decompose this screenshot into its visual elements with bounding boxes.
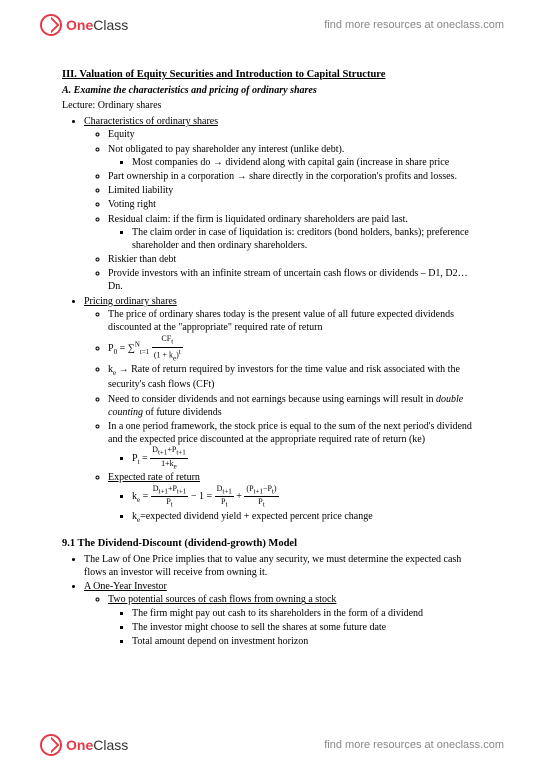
list-item: The price of ordinary shares today is th… bbox=[108, 308, 482, 334]
list-item: Limited liability bbox=[108, 184, 482, 197]
list-item: The firm might pay out cash to its share… bbox=[132, 607, 482, 620]
header-tagline: find more resources at oneclass.com bbox=[324, 19, 504, 31]
list-item: Characteristics of ordinary shares Equit… bbox=[84, 115, 482, 293]
list-item: Equity bbox=[108, 128, 482, 141]
list-item: Pricing ordinary shares The price of ord… bbox=[84, 295, 482, 525]
list-item: The investor might choose to sell the sh… bbox=[132, 621, 482, 634]
section-subtitle: A. Examine the characteristics and prici… bbox=[62, 84, 482, 97]
section-9-1-title: 9.1 The Dividend-Discount (dividend-grow… bbox=[62, 537, 482, 551]
brand-logo: OneClass bbox=[40, 14, 128, 36]
list-item: Riskier than debt bbox=[108, 253, 482, 266]
section-title: III. Valuation of Equity Securities and … bbox=[62, 68, 482, 82]
logo-icon bbox=[40, 14, 62, 36]
list-item: Need to consider dividends and not earni… bbox=[108, 393, 482, 419]
list-item: ke → Rate of return required by investor… bbox=[108, 363, 482, 391]
list-item: Two potential sources of cash flows from… bbox=[108, 593, 482, 648]
ke-symbol: ke bbox=[108, 364, 116, 375]
brand-logo: OneClass bbox=[40, 734, 128, 756]
main-list: Characteristics of ordinary shares Equit… bbox=[62, 115, 482, 525]
list-item: Total amount depend on investment horizo… bbox=[132, 635, 482, 648]
list-item: The claim order in case of liquidation i… bbox=[132, 226, 482, 252]
ke-symbol: ke bbox=[132, 511, 140, 522]
page-header: OneClass find more resources at oneclass… bbox=[0, 0, 544, 50]
page-footer: OneClass find more resources at oneclass… bbox=[0, 720, 544, 770]
list-item: Provide investors with an infinite strea… bbox=[108, 267, 482, 293]
heading-pricing: Pricing ordinary shares bbox=[84, 296, 177, 307]
list-item: Voting right bbox=[108, 198, 482, 211]
list-item: P0 = ∑Nt=1 CFt(1 + ke)t bbox=[108, 335, 482, 362]
list-item: Expected rate of return ke = Dt+1+Pt+1Pt… bbox=[108, 471, 482, 525]
logo-icon bbox=[40, 734, 62, 756]
list-item: Part ownership in a corporation → share … bbox=[108, 170, 482, 183]
formula-ke: ke = Dt+1+Pt+1Pt − 1 = Dt+1Pt + (Pt+1−Pt… bbox=[132, 491, 279, 502]
list-item: ke=expected dividend yield + expected pe… bbox=[132, 510, 482, 525]
formula-p0: P0 = ∑Nt=1 CFt(1 + ke)t bbox=[108, 343, 183, 354]
list-item: The Law of One Price implies that to val… bbox=[84, 553, 482, 579]
list-item: ke = Dt+1+Pt+1Pt − 1 = Dt+1Pt + (Pt+1−Pt… bbox=[132, 485, 482, 509]
footer-tagline: find more resources at oneclass.com bbox=[324, 739, 504, 751]
list-item: A One-Year Investor Two potential source… bbox=[84, 580, 482, 648]
list-item: In a one period framework, the stock pri… bbox=[108, 420, 482, 471]
list-item: Pt = Dt+1+Pt+11+ke bbox=[132, 446, 482, 470]
list-item: Most companies do → dividend along with … bbox=[132, 156, 482, 169]
logo-text: OneClass bbox=[66, 17, 128, 33]
heading-characteristics: Characteristics of ordinary shares bbox=[84, 116, 218, 127]
formula-pt: Pt = Dt+1+Pt+11+ke bbox=[132, 453, 188, 464]
document-body: III. Valuation of Equity Securities and … bbox=[0, 50, 544, 659]
lecture-line: Lecture: Ordinary shares bbox=[62, 99, 482, 112]
list-item: Not obligated to pay shareholder any int… bbox=[108, 143, 482, 169]
logo-text: OneClass bbox=[66, 737, 128, 753]
list-item: Residual claim: if the firm is liquidate… bbox=[108, 213, 482, 253]
model-list: The Law of One Price implies that to val… bbox=[62, 553, 482, 648]
